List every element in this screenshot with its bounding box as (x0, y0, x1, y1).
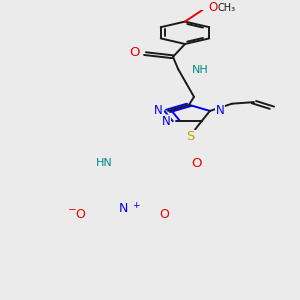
Text: O: O (159, 208, 169, 221)
Text: CH₃: CH₃ (218, 3, 236, 13)
Text: −: − (68, 205, 76, 215)
Text: S: S (186, 130, 194, 143)
Text: N: N (162, 115, 170, 128)
Text: +: + (132, 201, 140, 210)
Text: N: N (215, 103, 224, 117)
Text: O: O (130, 46, 140, 59)
Text: O: O (75, 208, 85, 221)
Text: N: N (119, 202, 129, 215)
Text: HN: HN (96, 158, 113, 168)
Text: O: O (192, 157, 202, 170)
Text: N: N (154, 103, 163, 117)
Text: NH: NH (192, 65, 209, 75)
Text: O: O (208, 2, 217, 14)
